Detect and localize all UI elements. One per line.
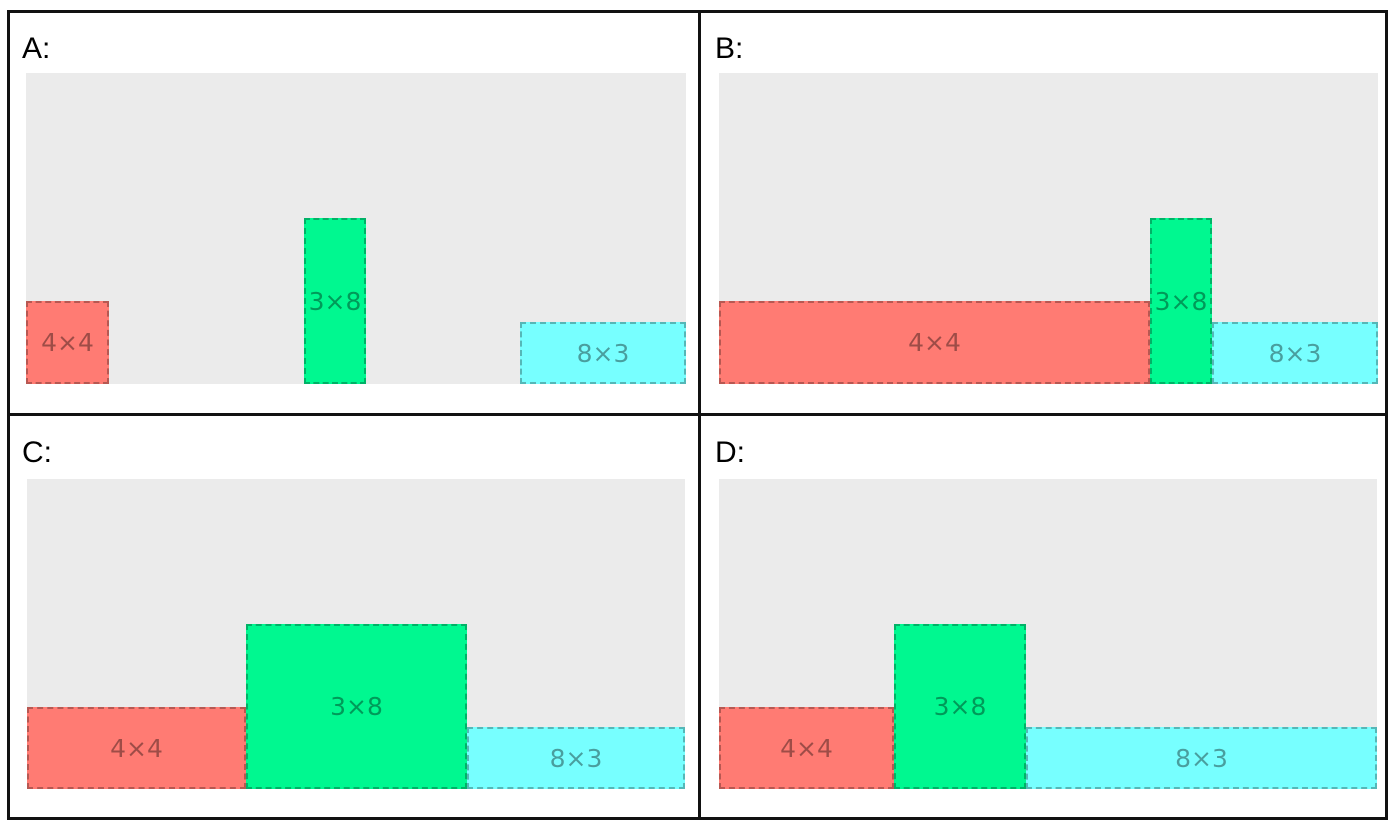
- panel-a-box-3x8: 3×8: [304, 218, 366, 384]
- grid-divider-horizontal: [7, 413, 1388, 416]
- panel-b-box-3x8: 3×8: [1150, 218, 1212, 384]
- panel-d-box-4x4: 4×4: [719, 707, 894, 789]
- panel-b-canvas: 4×4 3×8 8×3: [719, 73, 1378, 384]
- panel-d-canvas: 4×4 3×8 8×3: [719, 479, 1377, 789]
- panel-b-box-8x3: 8×3: [1212, 322, 1378, 384]
- panel-d-label: D:: [715, 436, 745, 469]
- panel-d-box-3x8: 3×8: [894, 624, 1026, 789]
- panel-c-label: C:: [22, 436, 52, 469]
- panel-c-canvas: 4×4 3×8 8×3: [27, 479, 685, 789]
- panel-a-label: A:: [22, 32, 51, 65]
- panel-d-box-8x3: 8×3: [1026, 727, 1377, 789]
- panel-b-box-4x4: 4×4: [719, 301, 1150, 384]
- panel-c-box-8x3: 8×3: [467, 727, 685, 789]
- panel-a-canvas: 4×4 3×8 8×3: [26, 73, 686, 384]
- panel-a-box-8x3: 8×3: [520, 322, 686, 384]
- panel-b-label: B:: [715, 32, 744, 65]
- panel-c-box-4x4: 4×4: [27, 707, 246, 789]
- panel-a-box-4x4: 4×4: [26, 301, 109, 384]
- panel-c-box-3x8: 3×8: [246, 624, 467, 789]
